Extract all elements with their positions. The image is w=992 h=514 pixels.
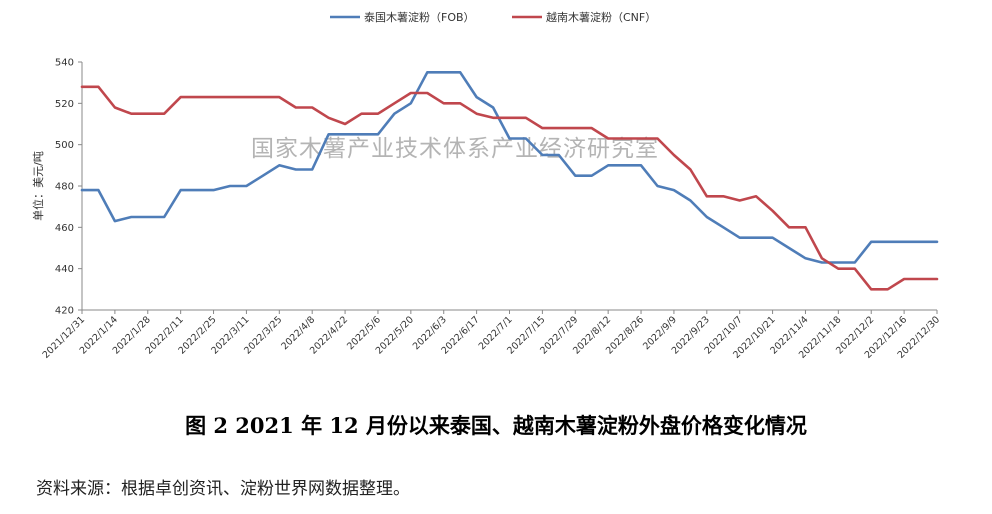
y-tick-label: 540: [55, 58, 74, 69]
y-tick-label: 460: [55, 223, 74, 234]
series-line-0: [80, 71, 939, 264]
x-tick-label: 2021/12/31: [41, 314, 88, 361]
y-tick-label: 480: [55, 182, 74, 193]
y-tick-label: 520: [55, 99, 74, 110]
chart-legend: 泰国木薯淀粉（FOB） 越南木薯淀粉（CNF）: [330, 10, 656, 24]
y-tick-label: 440: [55, 264, 74, 275]
y-axis-label: 单位：美元/吨: [31, 151, 45, 221]
series-line-1: [80, 85, 939, 291]
figure-source-note: 资料来源：根据卓创资讯、淀粉世界网数据整理。: [36, 479, 410, 499]
legend-label-0: 泰国木薯淀粉（FOB）: [364, 10, 475, 24]
line-chart: 国家木薯产业技术体系产业经济研究室 420 440 460 480 500 520 540 2…: [31, 10, 942, 361]
legend-label-1: 越南木薯淀粉（CNF）: [546, 10, 656, 24]
y-tick-label: 500: [55, 140, 74, 151]
figure-title: 图 2 2021 年 12 月份以来泰国、越南木薯淀粉外盘价格变化情况: [185, 413, 807, 438]
chart-series: [80, 71, 939, 291]
y-tick-label: 420: [55, 306, 74, 317]
chart-watermark: 国家木薯产业技术体系产业经济研究室: [251, 136, 659, 162]
